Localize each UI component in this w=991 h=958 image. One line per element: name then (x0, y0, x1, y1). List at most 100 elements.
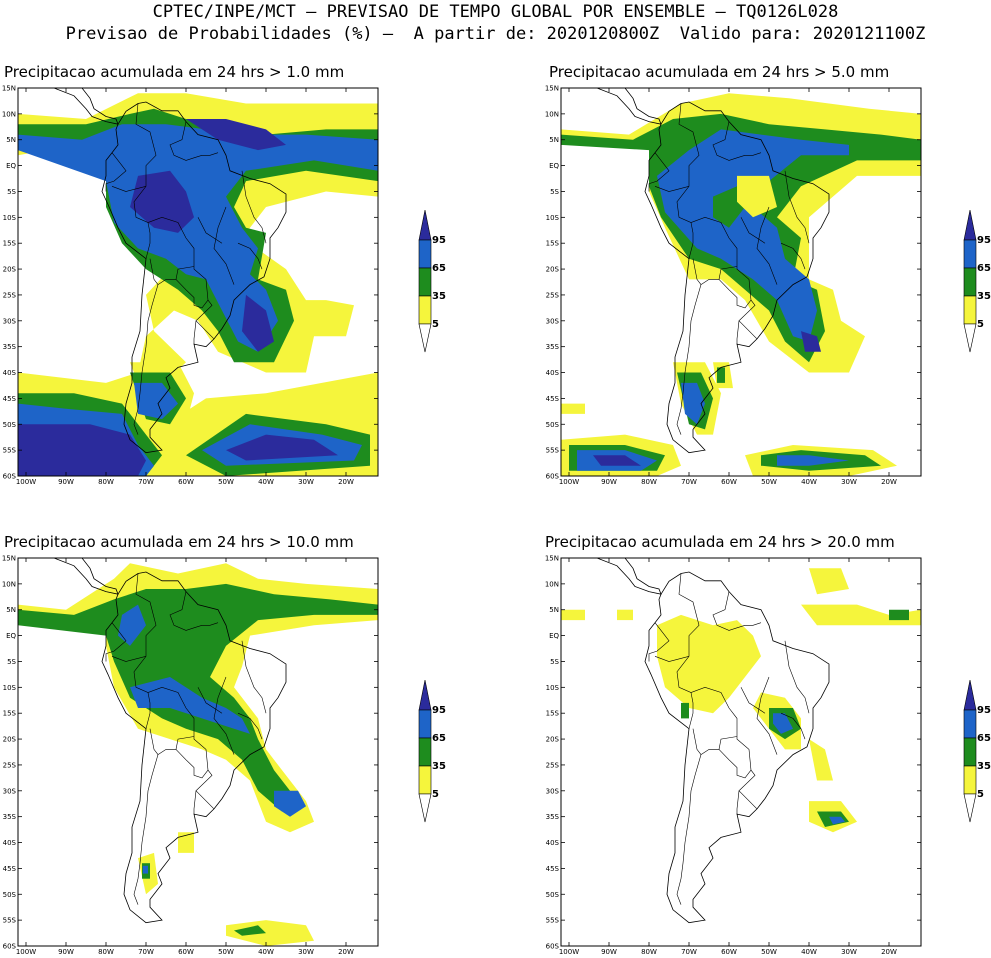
lon-label: 80W (98, 948, 114, 954)
country-border (197, 217, 223, 244)
panel-3-colorbar: 95 65 35 5 (417, 679, 447, 829)
lat-label: 60S (3, 473, 17, 481)
probability-area-yellow (737, 175, 777, 218)
country-border (692, 728, 738, 756)
lon-label: 30W (841, 478, 857, 484)
colorbar-level-label: 5 (432, 319, 439, 330)
colorbar-level-label: 5 (977, 319, 984, 330)
lat-label: 40S (3, 839, 17, 847)
colorbar-level-label: 35 (432, 761, 446, 772)
coastline-south-america (644, 101, 830, 454)
colorbar-level-label: 95 (977, 235, 991, 246)
probability-area-yellow (617, 609, 633, 621)
lat-label: 35S (3, 813, 17, 821)
country-border (784, 640, 810, 714)
map-svg-4: 15N 10N 5N EQ 5S 10S 15S 20S 25S 30S 35S 40S 45S 50S 5… (545, 555, 922, 956)
lat-label: 15S (3, 240, 17, 248)
lon-label: 50W (761, 948, 777, 954)
lon-label: 100W (559, 948, 579, 954)
country-border (145, 222, 151, 259)
lon-label: 20W (881, 948, 897, 954)
lat-label: 25S (546, 291, 560, 299)
country-border (105, 152, 127, 192)
country-border (756, 676, 778, 755)
probability-area-blue (142, 865, 148, 874)
lat-label: 15N (2, 555, 16, 563)
lat-label: 5S (550, 188, 559, 196)
main-title-line-2: Previsao de Probabilidades (%) – A parti… (65, 24, 926, 44)
probability-area-blue (274, 790, 306, 817)
country-border (648, 622, 670, 662)
lat-label: 45S (546, 395, 560, 403)
lat-label: 30S (3, 317, 17, 325)
lat-label: EQ (6, 632, 16, 640)
lat-label: 5S (7, 188, 16, 196)
lon-label: 70W (681, 948, 697, 954)
lon-label: 70W (138, 478, 154, 484)
lat-label: 10N (545, 580, 559, 588)
lon-label: 90W (58, 948, 74, 954)
coastline-south-america (644, 571, 830, 924)
probability-area-dark (242, 294, 274, 352)
country-border (688, 692, 694, 729)
country-border (197, 687, 223, 714)
panel-3-map: 15N 10N 5N EQ 5S 10S 15S 20S 25S 30S 35S 40S 45S 50S 5… (0, 554, 400, 958)
coastline-south-america (101, 571, 287, 924)
country-border (105, 622, 127, 662)
country-border (133, 573, 215, 810)
lon-label: 50W (218, 478, 234, 484)
probability-area-blue (681, 382, 705, 425)
lat-label: 50S (546, 891, 560, 899)
country-border (237, 242, 263, 270)
lat-label: 20S (3, 266, 17, 274)
map-frame (560, 557, 922, 947)
lat-label: 35S (546, 813, 560, 821)
probability-area-dark (18, 424, 146, 476)
country-border (193, 790, 197, 815)
country-border (676, 573, 758, 810)
lat-label: 15S (546, 240, 560, 248)
country-border (688, 222, 694, 259)
country-border (241, 170, 267, 244)
lat-label: 30S (546, 787, 560, 795)
country-border (213, 676, 235, 755)
map-frame (17, 557, 379, 947)
country-border (736, 320, 740, 345)
lat-label: 20S (3, 736, 17, 744)
lon-label: 50W (761, 478, 777, 484)
lat-label: 45S (3, 395, 17, 403)
probability-area-green (234, 925, 266, 936)
lat-label: 10S (3, 214, 17, 222)
lon-label: 30W (298, 948, 314, 954)
lat-label: 35S (546, 343, 560, 351)
lat-label: 55S (546, 917, 560, 925)
country-border (692, 258, 738, 286)
lon-label: 60W (721, 478, 737, 484)
colorbar-level-label: 35 (977, 761, 991, 772)
lat-label: 35S (3, 343, 17, 351)
coastline-south-america (101, 101, 287, 454)
probability-area-blue (118, 604, 146, 646)
lon-label: 40W (801, 478, 817, 484)
lat-label: 40S (546, 839, 560, 847)
panel-2-title: Precipitacao acumulada em 24 hrs > 5.0 m… (549, 63, 890, 81)
lon-label: 80W (641, 948, 657, 954)
lat-label: 5N (549, 136, 559, 144)
panel-3-title: Precipitacao acumulada em 24 hrs > 10.0 … (4, 533, 354, 551)
lon-label: 100W (559, 478, 579, 484)
country-border (736, 790, 740, 815)
panel-4-colorbar: 95 65 35 5 (962, 679, 991, 829)
country-border (133, 284, 159, 435)
probability-area-green (681, 702, 689, 719)
coastline-central-america (18, 558, 119, 595)
lat-label: 50S (3, 421, 17, 429)
lat-label: 10N (2, 110, 16, 118)
colorbar-level-label: 65 (432, 263, 446, 274)
lon-label: 100W (16, 948, 36, 954)
country-border (111, 656, 147, 662)
lat-label: 55S (3, 447, 17, 455)
colorbar-level-label: 65 (977, 733, 991, 744)
coastline-central-america (561, 558, 662, 595)
lat-label: 25S (3, 291, 17, 299)
coastline-central-america (561, 88, 662, 125)
